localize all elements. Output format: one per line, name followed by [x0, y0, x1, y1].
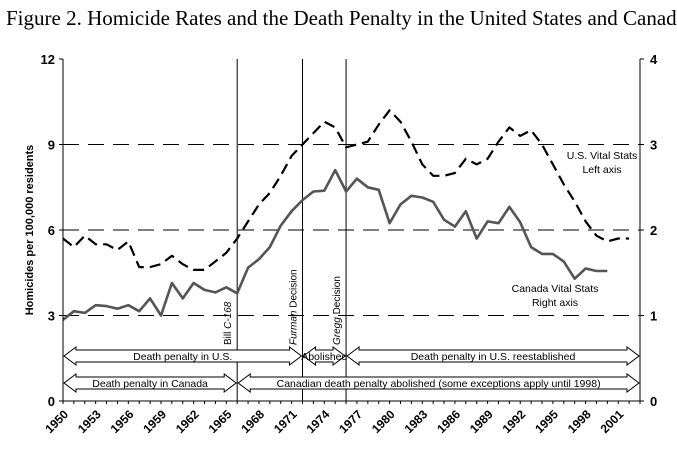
canada-label: Canada Vital Stats: [512, 283, 599, 295]
left-tick-label: 9: [48, 138, 55, 153]
x-tick-label: 1995: [532, 407, 561, 436]
x-tick-label: 1962: [173, 407, 202, 436]
x-tick-label: 1977: [336, 407, 365, 436]
x-tick-label: 1959: [140, 407, 169, 436]
x-tick-label: 1998: [565, 407, 594, 436]
x-tick-label: 1953: [75, 407, 104, 436]
right-tick-label: 4: [650, 52, 658, 67]
x-tick-label: 1992: [500, 407, 529, 436]
period-arrow: [237, 373, 640, 393]
us-label-sub: Left axis: [582, 164, 621, 176]
period-label: Canadian death penalty abolished (some e…: [277, 378, 601, 390]
period-label: Death penalty in U.S. reestablished: [411, 351, 576, 363]
x-tick-label: 1980: [369, 407, 398, 436]
canada-series-line: [62, 168, 608, 321]
series-lines: [62, 109, 630, 321]
x-tick-label: 1974: [304, 407, 333, 436]
x-tick-label: 1986: [434, 407, 463, 436]
left-tick-label: 12: [41, 52, 55, 67]
period-label: Abolished: [301, 351, 347, 363]
event-lines: Bill C-168 Furman Decision Gregg Decision: [223, 59, 347, 401]
y-axis-label: Homicides per 100,000 residents: [24, 145, 36, 316]
x-tick-label: 1989: [467, 407, 496, 436]
right-tick-label: 1: [650, 309, 657, 324]
period-label: Death penalty in U.S.: [133, 351, 232, 363]
chart-title: Figure 2. Homicide Rates and the Death P…: [6, 6, 677, 30]
us-label: U.S. Vital Stats: [567, 150, 637, 162]
x-tick-label: 2001: [598, 407, 627, 436]
right-tick-label: 3: [650, 138, 657, 153]
event-label: Bill C-168: [223, 301, 234, 345]
x-tick-label: 1965: [206, 407, 235, 436]
left-tick-label: 0: [48, 394, 55, 409]
x-tick-label: 1968: [238, 407, 267, 436]
period-arrow: [63, 373, 238, 393]
x-tick-label: 1971: [271, 407, 300, 436]
series-labels: U.S. Vital Stats Left axis Canada Vital St…: [512, 150, 638, 309]
right-tick-label: 0: [650, 394, 657, 409]
canada-label-sub: Right axis: [532, 297, 578, 309]
period-arrows: Death penalty in U.S. Abolished Death pena…: [63, 346, 640, 393]
period-arrow: [346, 346, 640, 366]
event-label: Gregg Decision: [332, 276, 343, 345]
left-tick-label: 3: [48, 309, 55, 324]
left-tick-label: 6: [48, 223, 55, 238]
x-tick-label: 1956: [108, 407, 137, 436]
us-series-line: [62, 109, 630, 271]
event-label: Furman Decision: [289, 269, 300, 345]
x-tick-label: 1950: [42, 407, 71, 436]
grid-lines: [63, 143, 640, 317]
period-arrow: [302, 346, 346, 366]
period-label: Death penalty in Canada: [92, 378, 208, 390]
right-tick-label: 2: [650, 223, 657, 238]
x-tick-label: 1983: [402, 407, 431, 436]
period-arrow: [63, 346, 303, 366]
